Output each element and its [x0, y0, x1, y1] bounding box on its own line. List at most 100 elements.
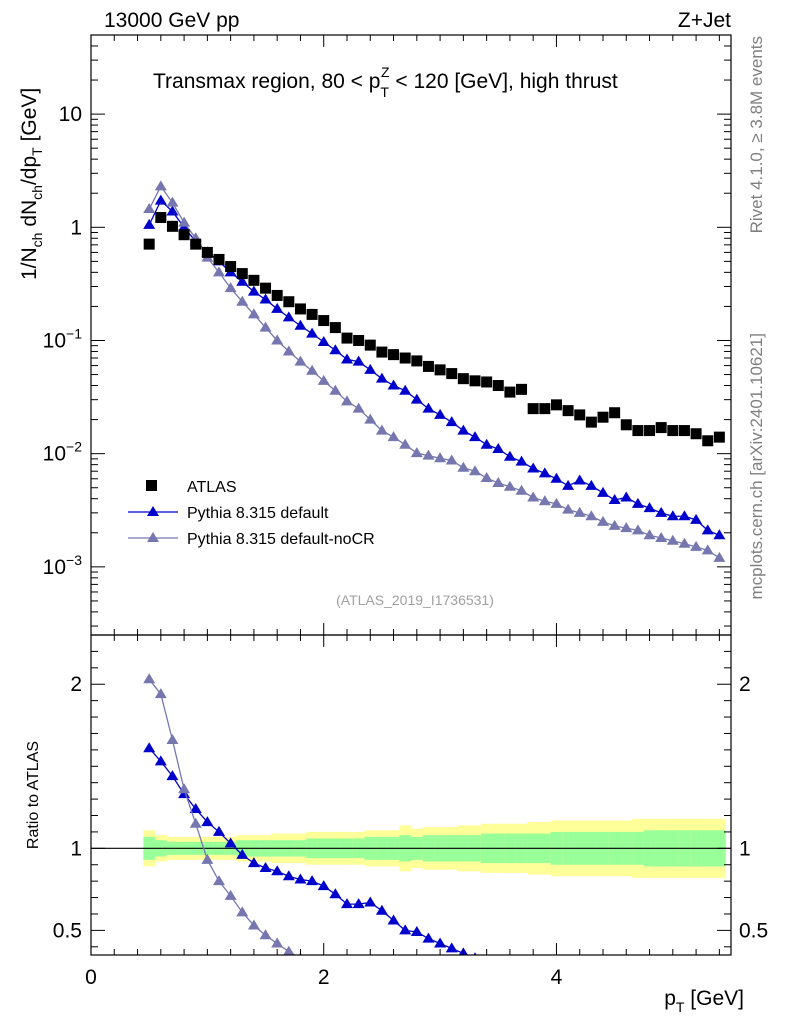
ratio-marker-nocr	[504, 1005, 516, 1015]
marker-nocr	[341, 395, 353, 406]
ratio-marker-nocr	[597, 1006, 609, 1016]
ratio-marker-nocr	[166, 734, 179, 745]
marker-nocr	[271, 334, 284, 345]
ratio-marker-nocr	[213, 875, 225, 886]
ratio-marker-nocr	[481, 1002, 493, 1012]
marker-default	[422, 402, 435, 413]
ratio-marker-nocr	[224, 889, 237, 900]
marker-default	[166, 205, 179, 216]
y-tick-label: 10−1	[43, 325, 83, 352]
ratio-marker-default	[562, 990, 574, 1000]
ratio-marker-nocr	[271, 937, 284, 948]
marker-default	[643, 502, 656, 513]
ratio-marker-default	[574, 993, 586, 1003]
marker-default	[387, 379, 400, 390]
marker-atlas	[364, 339, 376, 351]
ratio-marker-nocr	[399, 988, 411, 998]
marker-nocr	[643, 529, 656, 540]
ratio-axis-label: Ratio to ATLAS	[25, 741, 42, 849]
ratio-marker-default	[341, 898, 353, 909]
marker-nocr	[562, 503, 575, 514]
marker-atlas	[271, 289, 283, 301]
marker-atlas	[294, 303, 306, 315]
plot-title: Transmax region, 80 < pTZ < 120 [GeV], h…	[153, 64, 618, 100]
marker-nocr	[503, 480, 516, 491]
ratio-marker-default	[352, 898, 365, 909]
marker-atlas	[481, 376, 493, 388]
ratio-marker-default	[527, 975, 539, 985]
marker-default	[271, 302, 284, 313]
marker-atlas	[236, 268, 248, 280]
marker-nocr	[410, 447, 423, 458]
ratio-tick-label-right: 1	[739, 837, 751, 860]
marker-default	[620, 491, 633, 502]
marker-default	[341, 353, 353, 364]
marker-nocr	[224, 282, 237, 293]
marker-default	[410, 393, 423, 404]
marker-default	[690, 513, 703, 524]
ratio-marker-nocr	[644, 1006, 656, 1016]
marker-atlas	[353, 334, 365, 346]
marker-atlas	[213, 253, 225, 265]
ratio-marker-default	[434, 937, 447, 948]
marker-default	[492, 442, 505, 453]
marker-default	[538, 467, 551, 478]
marker-default	[329, 344, 342, 355]
x-axis-label: pT [GeV]	[664, 987, 744, 1015]
x-tick-label: 2	[318, 966, 330, 989]
marker-atlas	[632, 425, 644, 437]
ratio-marker-nocr	[364, 979, 376, 989]
axis-ticks: 0 2 4 10 1 10−1 10−2 10−3 0.5 0.5 1 1 2 2	[43, 34, 768, 989]
ratio-marker-default	[445, 942, 458, 953]
ratio-marker-nocr	[154, 688, 167, 699]
legend: ATLAS Pythia 8.315 default Pythia 8.315 …	[128, 479, 375, 548]
marker-nocr	[527, 491, 540, 502]
marker-nocr	[352, 402, 365, 413]
marker-default	[306, 327, 319, 338]
marker-nocr	[713, 551, 726, 562]
ratio-marker-default	[306, 875, 319, 886]
ratio-marker-nocr	[306, 957, 318, 967]
marker-nocr	[538, 495, 551, 506]
ratio-marker-nocr	[201, 853, 214, 864]
marker-default	[364, 363, 377, 374]
ratio-marker-default	[294, 873, 307, 884]
marker-nocr	[213, 266, 225, 277]
marker-default	[515, 455, 528, 466]
marker-atlas	[283, 296, 295, 308]
legend-nocr-marker	[147, 532, 159, 542]
marker-default	[666, 510, 679, 521]
ratio-marker-nocr	[411, 992, 423, 1002]
y-axis-label: 1/Nch dNch/dpT [GeV]	[18, 88, 45, 280]
process-label: Z+Jet	[678, 9, 731, 32]
ratio-marker-default	[317, 880, 330, 891]
ratio-marker-default	[247, 857, 260, 868]
legend-default-label: Pythia 8.315 default	[187, 505, 329, 522]
marker-atlas	[655, 422, 667, 434]
marker-nocr	[550, 497, 563, 508]
main-plot-series	[143, 180, 726, 562]
ratio-marker-default	[492, 960, 504, 970]
ratio-marker-default	[473, 952, 477, 955]
marker-default	[375, 372, 388, 383]
legend-nocr-label: Pythia 8.315 default-noCR	[187, 531, 375, 548]
marker-default	[480, 438, 493, 449]
ratio-tick-label-right: 2	[739, 673, 751, 696]
ratio-marker-default	[329, 888, 342, 899]
ratio-marker-default	[236, 848, 249, 859]
x-tick-label: 0	[85, 966, 97, 989]
marker-default	[445, 416, 458, 427]
ratio-marker-nocr	[422, 993, 434, 1003]
ratio-line-default	[148, 747, 469, 955]
ratio-marker-nocr	[236, 906, 249, 917]
marker-atlas	[341, 332, 353, 344]
mcplots-label: mcplots.cern.ch [arXiv:2401.10621]	[747, 333, 766, 599]
marker-atlas	[201, 246, 213, 258]
marker-nocr	[678, 537, 691, 548]
marker-atlas	[713, 431, 725, 443]
marker-atlas	[376, 346, 388, 358]
ratio-marker-nocr	[516, 1006, 528, 1016]
ratio-marker-default	[399, 924, 412, 935]
marker-nocr	[154, 180, 167, 191]
marker-atlas	[702, 435, 714, 447]
